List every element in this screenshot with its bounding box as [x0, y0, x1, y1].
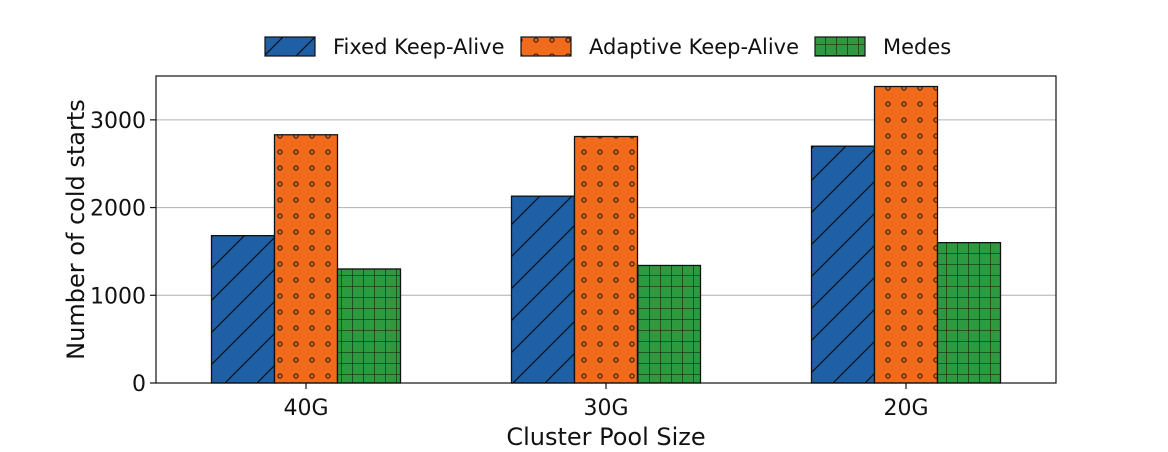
legend-swatch-hatch — [264, 36, 316, 57]
legend-swatch-hatch — [814, 36, 866, 57]
bar-grid — [336, 268, 402, 384]
bar-hatch — [273, 134, 339, 384]
x-tick-label: 40G — [283, 396, 328, 421]
bar-diagonal — [810, 145, 876, 384]
bar-diagonal — [510, 195, 576, 384]
bar-hatch — [873, 85, 939, 384]
x-axis-title: Cluster Pool Size — [506, 423, 705, 451]
bar-dots — [873, 85, 939, 384]
legend-item: Adaptive Keep-Alive — [520, 35, 799, 59]
legend-label: Medes — [883, 35, 951, 59]
bar-grid — [636, 264, 702, 384]
bars — [210, 85, 1002, 384]
bar-dots — [573, 135, 639, 384]
legend-item: Fixed Keep-Alive — [264, 35, 505, 59]
y-tick-label: 2000 — [90, 197, 146, 222]
y-tick-label: 3000 — [90, 109, 146, 134]
legend-swatch-hatch — [520, 36, 572, 57]
bar-dots — [273, 134, 339, 384]
y-axis-title: Number of cold starts — [62, 99, 90, 360]
y-tick-label: 0 — [132, 372, 146, 397]
bar-diagonal — [210, 234, 276, 384]
x-tick-label: 30G — [583, 396, 628, 421]
x-tick-label: 20G — [883, 396, 928, 421]
x-axis-ticks: 40G 30G 20G — [283, 383, 929, 421]
bar-hatch — [936, 242, 1002, 384]
bar-hatch — [573, 135, 639, 384]
y-axis-ticks: 0 1000 2000 3000 — [90, 109, 156, 397]
legend-item: Medes — [814, 35, 951, 59]
bar-hatch — [210, 234, 276, 384]
bar-hatch — [336, 268, 402, 384]
legend-label: Adaptive Keep-Alive — [589, 35, 799, 59]
legend: Fixed Keep-Alive Adaptive Keep-Alive Medes — [264, 35, 951, 59]
bar-hatch — [636, 264, 702, 384]
y-tick-label: 1000 — [90, 284, 146, 309]
bar-hatch — [510, 195, 576, 384]
bar-grid — [936, 242, 1002, 384]
bar-hatch — [810, 145, 876, 384]
legend-label: Fixed Keep-Alive — [333, 35, 505, 59]
